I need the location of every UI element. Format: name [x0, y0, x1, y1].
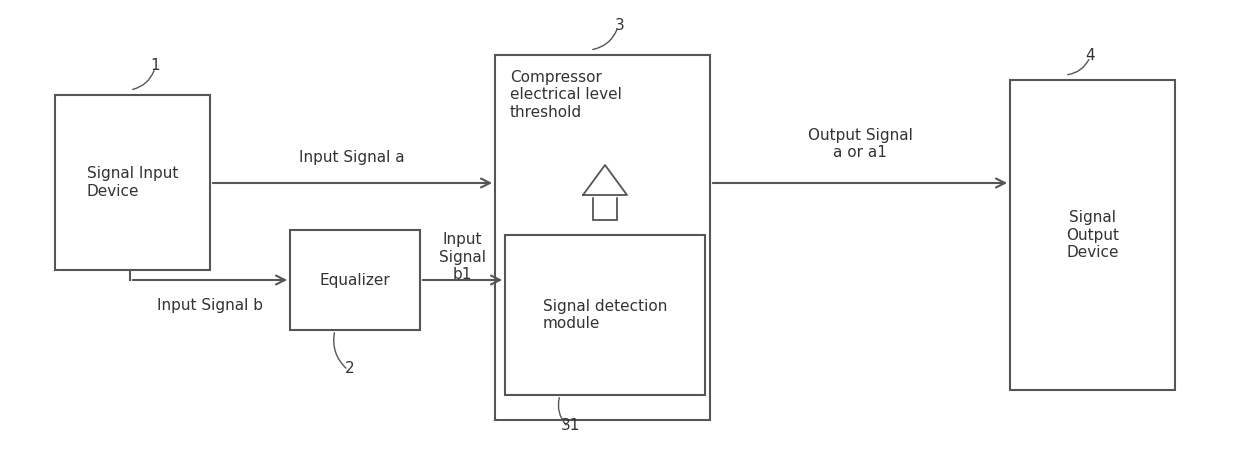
Bar: [290, 230, 420, 330]
Bar: [505, 235, 706, 395]
Text: 1: 1: [150, 58, 160, 73]
Polygon shape: [583, 165, 627, 195]
Text: 2: 2: [345, 360, 355, 376]
Text: Signal Input
Device: Signal Input Device: [87, 166, 179, 199]
Text: 3: 3: [615, 18, 625, 33]
Text: Equalizer: Equalizer: [320, 272, 391, 287]
Bar: [495, 55, 711, 420]
Text: Signal
Output
Device: Signal Output Device: [1066, 210, 1118, 260]
Text: Input
Signal
b1: Input Signal b1: [439, 232, 486, 282]
Bar: [55, 95, 210, 270]
Bar: [1011, 80, 1176, 390]
Bar: [593, 195, 618, 220]
Text: Output Signal
a or a1: Output Signal a or a1: [807, 127, 913, 160]
Text: Signal detection
module: Signal detection module: [543, 299, 667, 331]
Text: 31: 31: [560, 418, 579, 432]
Text: Input Signal a: Input Signal a: [299, 150, 404, 165]
Text: Compressor
electrical level
threshold: Compressor electrical level threshold: [510, 70, 622, 120]
Text: Input Signal b: Input Signal b: [157, 298, 263, 313]
Text: 4: 4: [1085, 47, 1095, 62]
